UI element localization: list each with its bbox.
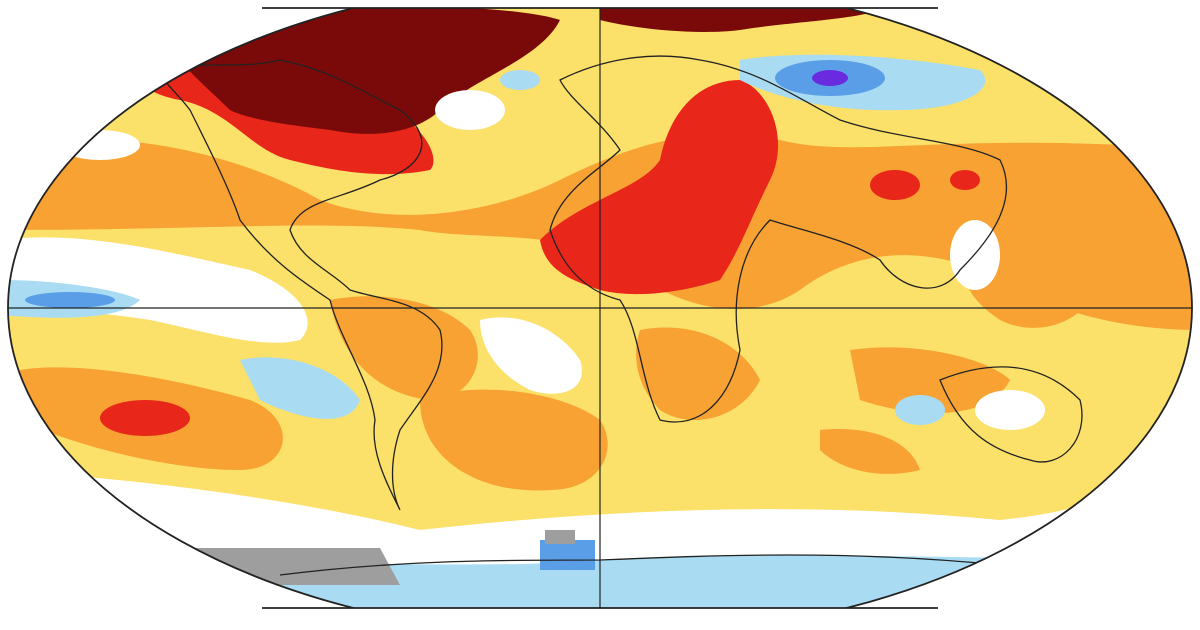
map-border	[7, 8, 1193, 608]
extreme-heat	[600, 8, 900, 32]
coastlines	[159, 55, 1083, 576]
no-data	[545, 530, 575, 544]
extreme-heat	[170, 8, 560, 134]
coldest-spot	[812, 70, 848, 86]
